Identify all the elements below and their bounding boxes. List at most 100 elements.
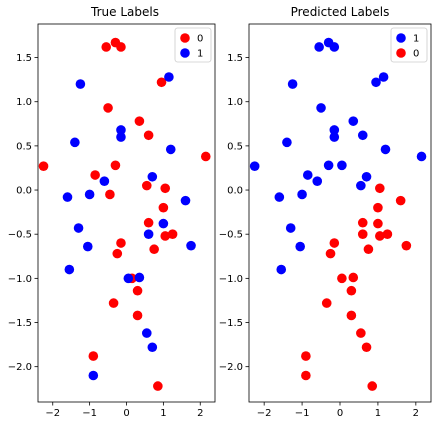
true-labels-legend-label-0: 0 xyxy=(197,34,203,45)
predicted-labels-ytick-label: 1.0 xyxy=(227,97,243,108)
predicted-labels-point-class-1 xyxy=(314,42,324,52)
true-labels-point-class-1 xyxy=(143,229,154,239)
predicted-labels-legend-marker-0 xyxy=(396,48,406,58)
true-labels-ytick-label: 0.0 xyxy=(16,186,32,197)
true-labels-point-class-1 xyxy=(82,241,93,252)
predicted-labels-point-class-1 xyxy=(361,171,372,182)
true-labels-point-class-0 xyxy=(158,202,169,213)
true-labels-axes: −2 −1 0 1 2 −2.0 −1.5 −1.0 −0.5 0.0 0.5 1.0 1.5 xyxy=(8,53,204,419)
true-labels-point-class-1 xyxy=(116,132,126,142)
true-labels-point-class-0 xyxy=(132,285,143,296)
predicted-labels-point-class-1 xyxy=(249,161,260,171)
true-labels-panel: True Labels −2 −1 0 1 2−2.0−1.5−1.0−0.50.00.… xyxy=(8,5,216,419)
true-labels-point-class-1 xyxy=(84,189,95,200)
true-labels-point-class-0 xyxy=(160,183,171,194)
predicted-labels-axes: −2 −1 0 1 2 −2.0 −1.5 −1.0 −0.5 0.0 0.5 1.0 1.5 xyxy=(219,53,419,419)
predicted-labels-point-class-0 xyxy=(357,217,368,228)
predicted-labels-point-class-0 xyxy=(361,342,372,353)
true-labels-point-class-0 xyxy=(38,161,49,171)
predicted-labels-point-class-1 xyxy=(312,176,323,187)
true-labels-legend-label-1: 1 xyxy=(197,49,203,60)
predicted-labels-point-class-1 xyxy=(287,79,298,89)
predicted-labels-frame xyxy=(248,23,432,403)
predicted-labels-point-class-1 xyxy=(329,125,340,135)
true-labels-legend-box xyxy=(174,27,212,63)
true-labels-ytick-label: 1.0 xyxy=(16,97,32,108)
predicted-labels-point-class-0 xyxy=(382,229,393,239)
true-labels-legend-marker-1 xyxy=(180,48,190,58)
predicted-labels-point-class-0 xyxy=(346,310,357,321)
predicted-labels-legend-label-1: 1 xyxy=(413,34,419,45)
predicted-labels-point-class-0 xyxy=(337,273,347,284)
true-labels-point-class-0 xyxy=(116,42,126,52)
predicted-labels-point-class-0 xyxy=(325,248,336,259)
predicted-labels-point-class-0 xyxy=(375,231,385,241)
true-labels-point-class-0 xyxy=(167,229,178,239)
predicted-labels-point-class-1 xyxy=(371,77,381,88)
predicted-labels-point-class-0 xyxy=(367,381,378,391)
true-labels-point-class-0 xyxy=(103,103,113,113)
predicted-labels-point-class-1 xyxy=(348,116,359,126)
true-labels-point-class-0 xyxy=(88,351,99,361)
predicted-labels-point-class-0 xyxy=(321,298,332,308)
true-labels-point-class-0 xyxy=(110,160,121,171)
predicted-labels-point-class-0 xyxy=(348,272,359,283)
true-labels-xtick-label: 2 xyxy=(197,408,203,419)
predicted-labels-legend-box xyxy=(390,27,428,63)
predicted-labels-point-class-1 xyxy=(357,130,368,141)
true-labels-ytick-label: −1.0 xyxy=(8,274,32,285)
true-labels-point-class-1 xyxy=(70,137,80,148)
true-labels-ytick-label: −2.0 xyxy=(8,362,32,373)
predicted-labels-ytick-label: 0.0 xyxy=(227,186,243,197)
predicted-labels-point-class-0 xyxy=(301,370,311,381)
true-labels-ytick-label: −0.5 xyxy=(8,230,32,241)
true-labels-ytick-label: −1.5 xyxy=(8,318,32,329)
true-labels-point-class-1 xyxy=(147,171,158,182)
true-labels-point-class-1 xyxy=(165,144,176,155)
true-labels-title: True Labels xyxy=(90,5,159,19)
predicted-labels-point-class-1 xyxy=(295,241,305,252)
true-labels-xtick-label: −2 xyxy=(45,408,60,419)
true-labels-point-class-0 xyxy=(200,151,211,162)
predicted-labels-point-class-1 xyxy=(285,223,296,233)
true-labels-point-class-0 xyxy=(143,130,154,141)
true-labels-point-class-0 xyxy=(160,231,171,241)
true-labels-point-class-1 xyxy=(158,218,169,229)
predicted-labels-xtick-label: 1 xyxy=(375,408,381,419)
predicted-labels-point-class-0 xyxy=(395,195,406,206)
predicted-labels-panel: Predicted Labels −2 −1 0 1 2 −2.0 −1.5 −1.0 −0.5… xyxy=(219,5,432,419)
true-labels-point-class-1 xyxy=(123,273,134,284)
predicted-labels-point-class-1 xyxy=(302,170,313,180)
predicted-labels-point-class-0 xyxy=(301,351,311,361)
predicted-labels-point-class-0 xyxy=(373,218,383,229)
predicted-labels-xtick-label: −1 xyxy=(295,408,310,419)
true-labels-point-class-0 xyxy=(116,238,126,248)
predicted-labels-point-class-0 xyxy=(401,240,412,251)
predicted-labels-point-class-0 xyxy=(357,229,368,239)
true-labels-point-class-1 xyxy=(116,125,126,135)
predicted-labels-point-class-0 xyxy=(329,238,340,248)
predicted-labels-point-class-1 xyxy=(316,103,326,113)
predicted-labels-point-class-1 xyxy=(274,192,285,202)
predicted-labels-xtick-label: 0 xyxy=(337,408,343,419)
true-labels-point-class-1 xyxy=(62,192,73,202)
predicted-labels-point-class-1 xyxy=(337,160,347,171)
true-labels-point-class-0 xyxy=(149,244,159,255)
true-labels-points xyxy=(38,37,211,391)
predicted-labels-ytick-label: 1.5 xyxy=(227,53,243,64)
predicted-labels-point-class-1 xyxy=(323,160,334,171)
true-labels-point-class-1 xyxy=(73,223,84,233)
true-labels-xtick-label: 1 xyxy=(160,408,166,419)
predicted-labels-point-class-1 xyxy=(356,180,366,191)
predicted-labels-points xyxy=(249,37,427,391)
true-labels-point-class-1 xyxy=(141,328,152,338)
true-labels-point-class-1 xyxy=(180,195,191,206)
true-labels-point-class-1 xyxy=(75,79,86,89)
true-labels-point-class-1 xyxy=(134,272,145,283)
predicted-labels-legend: 10 xyxy=(390,27,428,63)
true-labels-point-class-0 xyxy=(134,116,145,126)
true-labels-ytick-label: 0.5 xyxy=(16,141,32,152)
predicted-labels-ytick-label: −2.0 xyxy=(219,362,243,373)
predicted-labels-ytick-label: 0.5 xyxy=(227,141,243,152)
